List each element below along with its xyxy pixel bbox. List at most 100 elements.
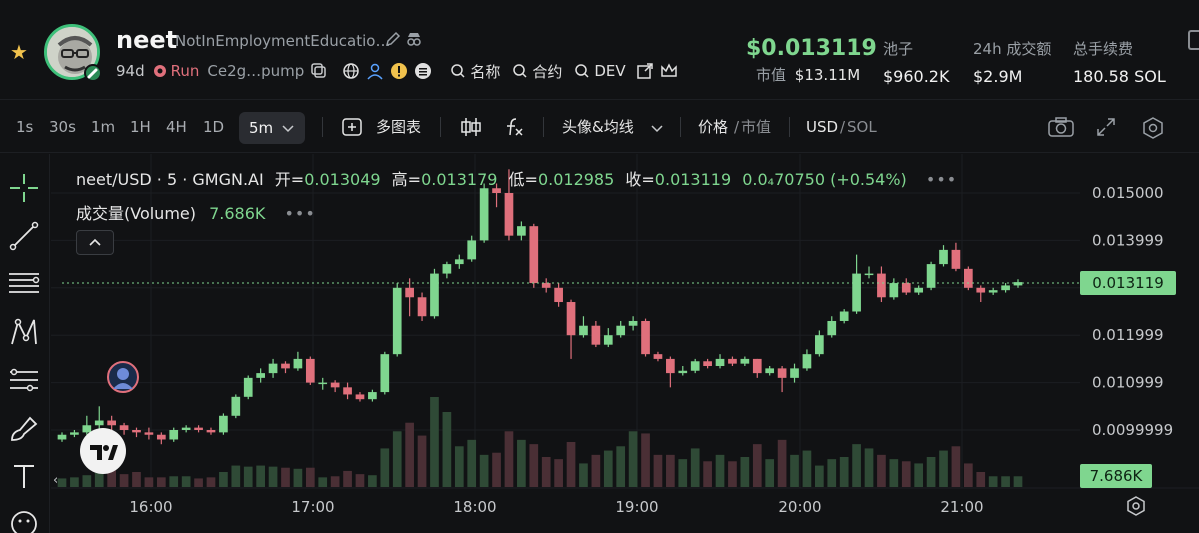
timeframe-1s[interactable]: 1s [16, 118, 34, 136]
chart-toolbar: 1s 30s 1m 1H 4H 1D 5m 多图表 头像&均线 价格 / 市值 … [0, 101, 1199, 153]
avatar-ma-dropdown[interactable]: 头像&均线 [562, 118, 634, 136]
contract-address[interactable]: Ce2g…pump [207, 62, 305, 80]
horizontal-lines-icon[interactable] [8, 268, 40, 300]
timeframe-1m[interactable]: 1m [91, 118, 116, 136]
candle-body [305, 358, 315, 383]
volume-bar [603, 450, 613, 487]
volume-legend: 成交量(Volume) 7.686K ••• [76, 200, 316, 224]
chevron-up-icon [89, 238, 101, 246]
candle-body [256, 373, 265, 378]
candle-body [827, 320, 837, 336]
crosshair-icon[interactable] [8, 172, 40, 204]
divider [543, 117, 544, 137]
volume-bar [330, 476, 340, 487]
volume-bar [790, 454, 799, 487]
candle-body [368, 392, 377, 400]
candle-body [839, 311, 849, 321]
token-avatar[interactable] [44, 24, 100, 80]
detective-icon[interactable] [405, 30, 423, 48]
brush-icon[interactable] [8, 412, 40, 444]
volume-bar [827, 459, 837, 487]
price-toggle[interactable]: 价格 [698, 118, 729, 136]
legend-more-icon[interactable]: ••• [925, 170, 958, 189]
crown-icon[interactable] [660, 62, 678, 80]
divider [440, 117, 441, 137]
candle-body [591, 325, 601, 345]
timeframe-4h[interactable]: 4H [166, 118, 187, 136]
x-tick-label: 18:00 [453, 498, 496, 516]
volume-bar [939, 450, 948, 487]
tradingview-logo[interactable] [80, 428, 126, 474]
volume-bar [430, 397, 439, 487]
volume-more-icon[interactable]: ••• [284, 204, 316, 223]
candle-body [318, 382, 328, 385]
volume-bar [951, 446, 961, 487]
settings-icon[interactable] [1141, 116, 1165, 140]
current-volume-tag: 7.686K [1080, 464, 1152, 488]
search-dev-button[interactable]: DEV [574, 62, 626, 80]
search-name-button[interactable]: 名称 [450, 61, 500, 82]
candle-body [517, 226, 526, 236]
chevron-down-icon[interactable] [650, 121, 664, 135]
timeframe-dropdown[interactable]: 5m [239, 112, 305, 144]
user-icon[interactable] [366, 62, 384, 80]
candle-body [926, 264, 936, 288]
trendline-icon[interactable] [8, 220, 40, 252]
dev-avatar-marker[interactable] [107, 361, 139, 393]
scroll-left-icon[interactable]: ‹ [53, 473, 58, 488]
fullscreen-icon[interactable] [1096, 117, 1116, 137]
candle-body [430, 273, 439, 317]
candle-body [603, 335, 613, 345]
sol-toggle[interactable]: SOL [847, 118, 877, 136]
search-icon [513, 64, 527, 78]
candlesticks [57, 169, 1023, 445]
globe-icon[interactable] [342, 62, 360, 80]
candle-body [57, 434, 67, 440]
low-value: 0.012985 [537, 170, 615, 189]
collapse-legend-button[interactable] [76, 230, 114, 255]
candle-body [976, 287, 986, 293]
candle-body [219, 415, 228, 433]
list-icon[interactable] [414, 62, 432, 80]
volume-bar [156, 477, 166, 487]
usd-toggle[interactable]: USD [806, 118, 839, 136]
copy-icon[interactable] [310, 62, 328, 80]
candlestick-type-icon[interactable] [460, 117, 482, 137]
volume-bar [976, 472, 986, 487]
candle-body [889, 283, 899, 298]
volume-bar [926, 457, 936, 487]
chart-settings-icon[interactable] [1124, 494, 1148, 518]
volume-bar [380, 448, 390, 487]
candle-body [181, 427, 191, 430]
multi-chart-button[interactable]: 多图表 [376, 118, 422, 136]
price-chart[interactable]: 0.0150000.0139990.0129990.0119990.010999… [51, 154, 1199, 533]
volume-bar [293, 468, 303, 487]
timeframe-1d[interactable]: 1D [203, 118, 225, 136]
fib-retracement-icon[interactable] [8, 364, 40, 396]
candle-body [504, 193, 514, 236]
emoji-icon[interactable] [8, 508, 40, 533]
mcap-toggle[interactable]: 市值 [741, 118, 772, 136]
text-tool-icon[interactable] [8, 460, 40, 492]
token-header: ★ neet NotInEmploymentEducatio… 94d Run … [0, 0, 1199, 100]
volume-bar [305, 467, 315, 487]
volume-bar [852, 444, 861, 487]
pattern-tool-icon[interactable] [8, 316, 40, 348]
warning-icon[interactable] [390, 62, 408, 80]
panel-toggle-icon[interactable] [1188, 30, 1199, 50]
open-value: 0.013049 [304, 170, 381, 189]
add-chart-icon[interactable] [342, 118, 362, 136]
indicators-icon[interactable] [504, 117, 524, 137]
timeframe-30s[interactable]: 30s [49, 118, 76, 136]
volume-bar [653, 454, 663, 487]
search-contract-button[interactable]: 合约 [512, 61, 562, 82]
candle-body [467, 240, 477, 260]
camera-icon[interactable] [1047, 116, 1075, 138]
candle-body [740, 358, 750, 364]
share-icon[interactable] [636, 62, 654, 80]
favorite-star-icon[interactable]: ★ [10, 40, 28, 64]
candle-body [417, 297, 427, 317]
timeframe-1h[interactable]: 1H [130, 118, 151, 136]
y-tick-label: 0.0099999 [1092, 421, 1173, 439]
edit-icon[interactable] [384, 30, 402, 48]
